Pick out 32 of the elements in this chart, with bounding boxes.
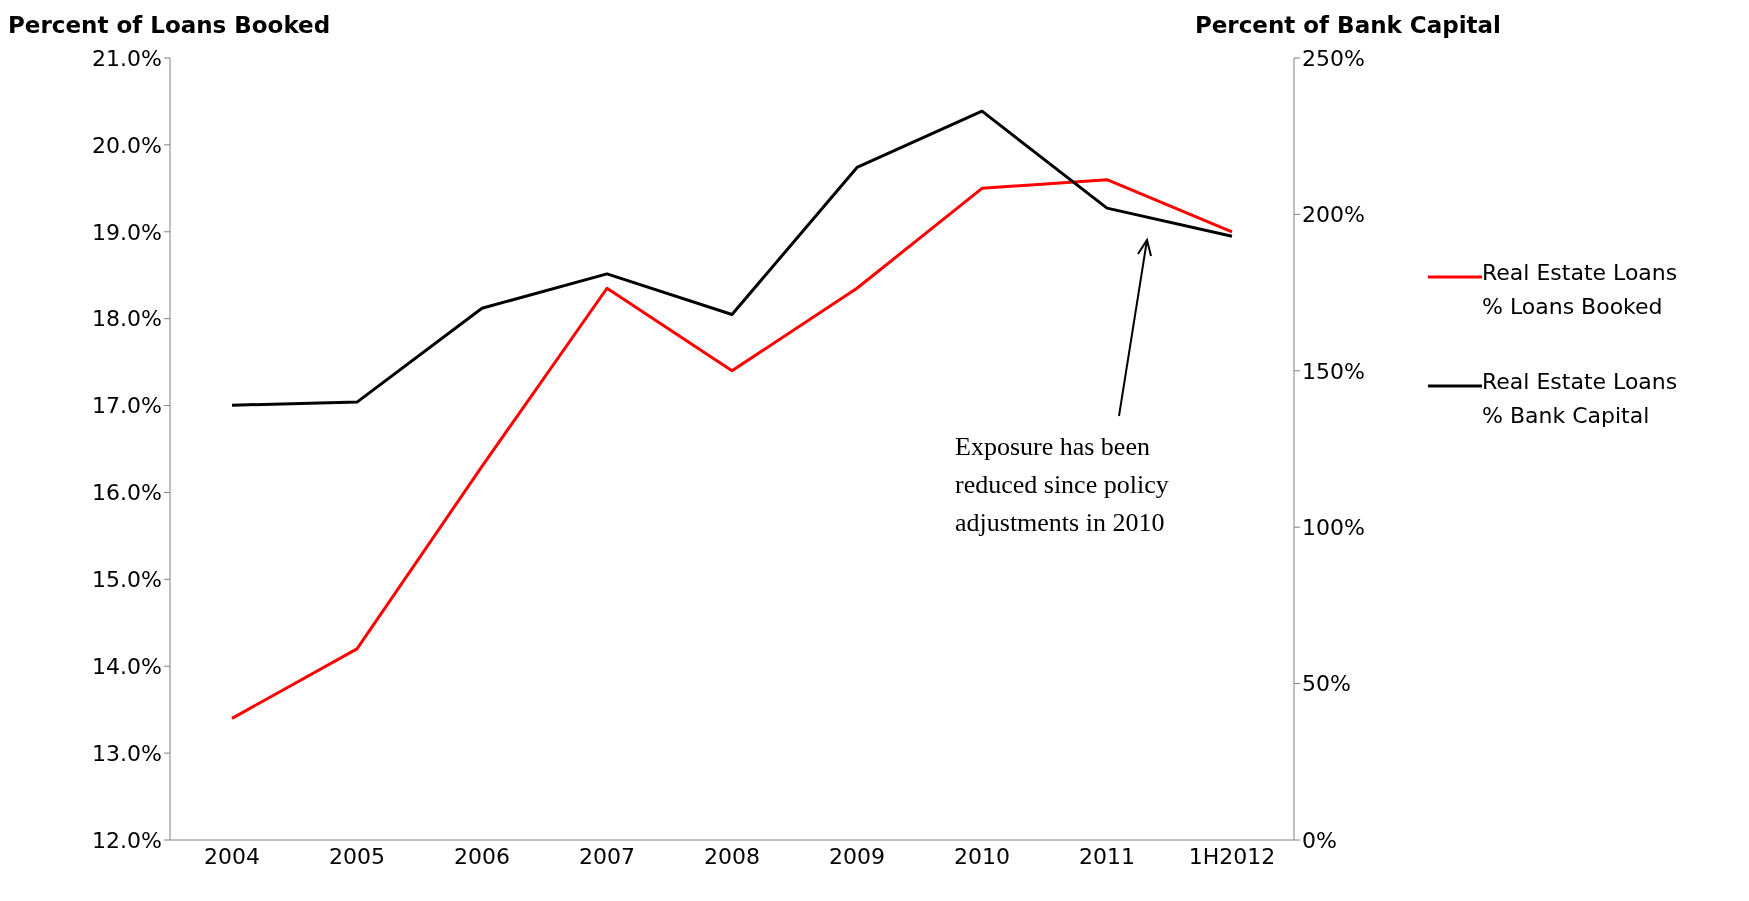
x-tick-label: 2007 — [579, 843, 635, 869]
y2-tick-label: 100% — [1302, 515, 1365, 541]
legend-label: Real Estate Loans % Bank Capital — [1482, 368, 1679, 430]
legend-label: Real Estate Loans % Loans Booked — [1482, 259, 1679, 321]
y2-tick-label: 50% — [1302, 671, 1351, 697]
y-tick-label: 13.0% — [92, 740, 162, 766]
x-tick-label: 2009 — [829, 843, 885, 869]
y2-tick-label: 0% — [1302, 827, 1337, 853]
x-tick-label: 2011 — [1079, 843, 1135, 869]
y-tick-label: 15.0% — [92, 567, 162, 593]
x-tick-label: 1H2012 — [1188, 843, 1276, 869]
y-axis-title: Percent of Loans Booked — [8, 12, 331, 38]
x-tick-label: 2004 — [204, 843, 260, 869]
line-series — [230, 109, 1234, 407]
y-tick-label: 20.0% — [92, 132, 162, 158]
y2-axis-title: Percent of Bank Capital — [1194, 12, 1501, 38]
x-tick-label: 2010 — [954, 843, 1010, 869]
y2-tick-label: 250% — [1302, 45, 1365, 71]
line-series — [230, 178, 1234, 720]
y-tick-label: 19.0% — [92, 219, 162, 245]
x-tick-label: 2005 — [329, 843, 385, 869]
y2-tick-label: 200% — [1302, 202, 1365, 228]
y-tick-label: 14.0% — [92, 654, 162, 680]
y-tick-label: 21.0% — [92, 45, 162, 71]
x-tick-label: 2008 — [704, 843, 760, 869]
y2-tick-label: 150% — [1302, 358, 1365, 384]
x-tick-label: 2006 — [454, 843, 510, 869]
annotation: Exposure has been reduced since policy adjustments in 2010 — [955, 431, 1170, 539]
y-tick-label: 16.0% — [92, 480, 162, 506]
y-tick-label: 12.0% — [92, 827, 162, 853]
y-tick-label: 18.0% — [92, 306, 162, 332]
y-tick-label: 17.0% — [92, 393, 162, 419]
